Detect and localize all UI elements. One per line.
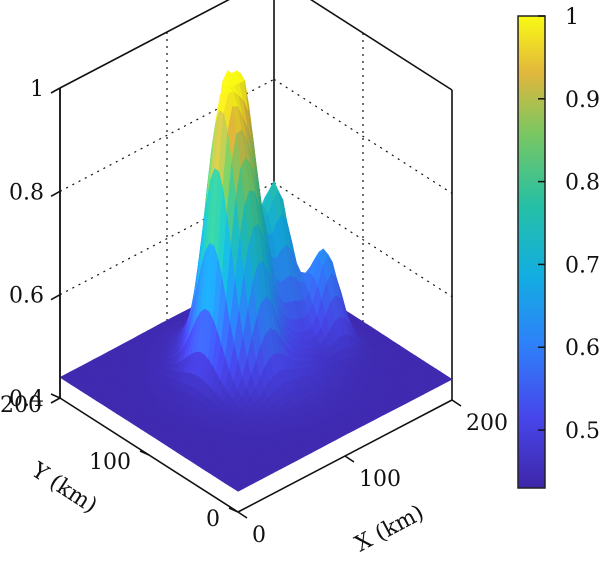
colorbar-tick-label: 1 <box>565 5 579 30</box>
colorbar-tick-label: 0.5 <box>565 419 600 444</box>
y-tick-label: 0 <box>206 507 220 532</box>
x-tick <box>237 511 248 519</box>
grid-line <box>273 182 453 298</box>
grid-line <box>59 182 275 296</box>
x-axis-label: X (km) <box>351 500 428 557</box>
colorbar: 0.5 0.6 0.7 0.8 0.9 1 <box>517 5 600 489</box>
z-tick-label: 0.8 <box>9 180 44 205</box>
z-tick-label: 0.4 <box>9 387 44 412</box>
z-tick-label: 0.6 <box>9 284 44 309</box>
z-tick <box>50 397 61 404</box>
y-tick <box>228 507 239 513</box>
y-tick <box>50 393 61 399</box>
colorbar-tick-label: 0.7 <box>565 253 600 278</box>
x-tick-label: 100 <box>359 467 401 492</box>
z-tick-label: 1 <box>30 77 44 102</box>
y-tick <box>139 450 150 456</box>
x-tick-label: 200 <box>466 411 508 436</box>
colorbar-tick-label: 0.6 <box>565 336 600 361</box>
x-tick <box>451 399 462 407</box>
colorbar-ticks: 0.5 0.6 0.7 0.8 0.9 1 <box>538 5 600 444</box>
x-tick <box>344 455 355 463</box>
x-tick-label: 0 <box>252 523 266 548</box>
surface-patch <box>233 485 244 492</box>
z-tick <box>50 293 61 301</box>
grid-line <box>273 78 453 194</box>
z-tick <box>50 87 61 94</box>
y-tick-label: 200 <box>0 393 42 418</box>
colorbar-tick-label: 0.8 <box>565 171 600 196</box>
y-tick-label: 100 <box>89 450 131 475</box>
grid-line <box>59 78 275 192</box>
z-tick <box>50 190 61 198</box>
colorbar-tick-label: 0.9 <box>565 88 600 113</box>
colorbar-gradient <box>517 15 546 489</box>
surface-plot <box>59 70 453 492</box>
